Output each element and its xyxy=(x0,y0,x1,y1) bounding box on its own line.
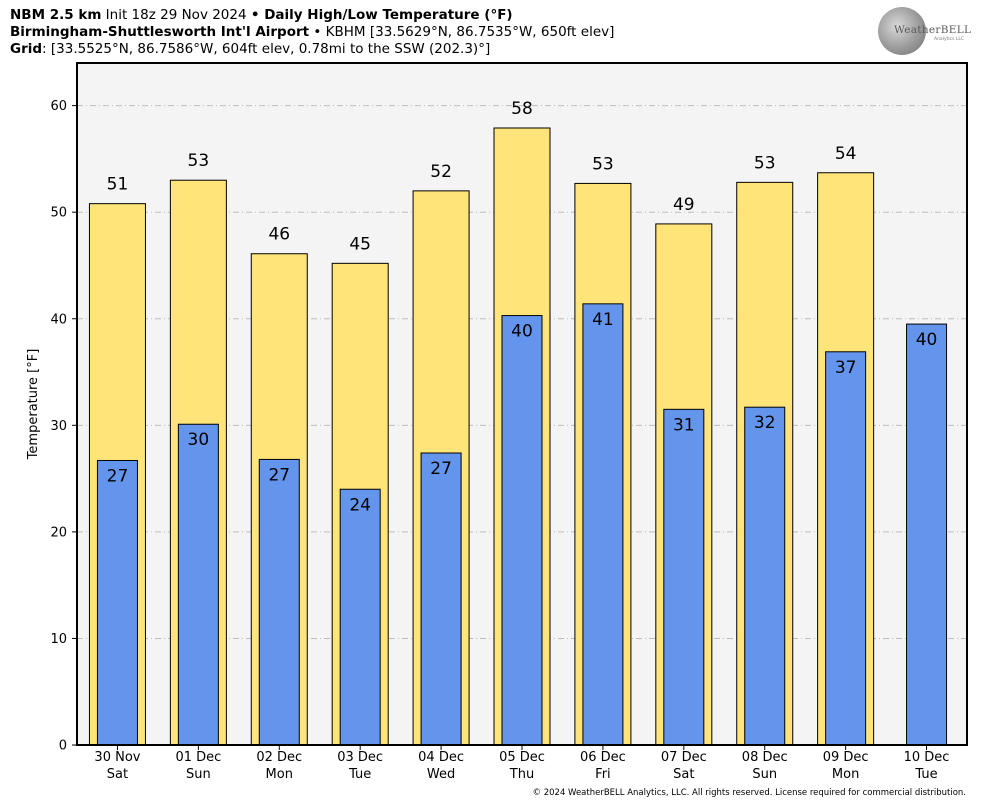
x-tick-day: Tue xyxy=(914,767,937,782)
y-tick-label: 0 xyxy=(59,739,67,754)
x-tick-day: Sun xyxy=(752,767,777,782)
y-tick-label: 50 xyxy=(50,206,67,221)
x-tick-day: Wed xyxy=(427,767,455,782)
low-temp-label: 40 xyxy=(916,330,938,350)
y-tick-label: 40 xyxy=(50,312,67,327)
low-temp-bar xyxy=(96,459,138,746)
y-tick-label: 20 xyxy=(50,525,67,540)
high-temp-label: 52 xyxy=(430,162,452,182)
low-temp-bar xyxy=(339,488,381,746)
low-temp-bar xyxy=(825,351,867,746)
low-temp-bar xyxy=(177,423,219,746)
x-tick-day: Mon xyxy=(266,767,293,782)
low-temp-bar xyxy=(582,303,624,746)
header-line-grid: Grid: [33.5525°N, 86.7586°W, 604ft elev,… xyxy=(10,41,490,58)
x-tick-date: 07 Dec xyxy=(661,750,707,765)
x-tick-date: 05 Dec xyxy=(499,750,545,765)
low-temp-bar xyxy=(744,406,786,746)
x-tick-date: 09 Dec xyxy=(823,750,869,765)
init-time: Init 18z 29 Nov 2024 xyxy=(101,7,251,23)
low-temp-label: 32 xyxy=(754,413,776,433)
x-tick-day: Mon xyxy=(832,767,859,782)
y-tick-label: 30 xyxy=(50,419,67,434)
low-temp-label: 31 xyxy=(673,415,695,435)
x-tick-day: Fri xyxy=(595,767,611,782)
high-temp-label: 49 xyxy=(673,195,695,215)
x-tick-date: 02 Dec xyxy=(256,750,302,765)
x-tick-date: 30 Nov xyxy=(94,750,140,765)
x-tick-date: 01 Dec xyxy=(175,750,221,765)
y-tick-label: 10 xyxy=(50,632,67,647)
x-tick-date: 10 Dec xyxy=(904,750,950,765)
logo-subtext: Analytics LLC xyxy=(934,37,965,42)
model-name: NBM 2.5 km xyxy=(10,7,102,23)
logo-text: WeatherBELL xyxy=(894,24,972,36)
low-temp-label: 40 xyxy=(511,322,533,342)
header-line-station: Birmingham-Shuttlesworth Int'l Airport •… xyxy=(10,24,614,41)
y-tick-label: 60 xyxy=(50,99,67,114)
x-tick-date: 04 Dec xyxy=(418,750,464,765)
high-temp-label: 53 xyxy=(592,154,614,174)
logo-globe-icon xyxy=(878,7,926,55)
station-name: Birmingham-Shuttlesworth Int'l Airport xyxy=(10,24,310,40)
low-temp-bar xyxy=(258,458,300,746)
station-info: KBHM [33.5629°N, 86.7535°W, 650ft elev] xyxy=(325,24,615,40)
x-tick-day: Tue xyxy=(348,767,371,782)
low-temp-label: 37 xyxy=(835,358,857,378)
low-temp-bar xyxy=(906,323,948,746)
low-temp-label: 24 xyxy=(349,495,371,515)
x-tick-day: Sat xyxy=(673,767,694,782)
low-temp-label: 27 xyxy=(430,459,452,479)
header-line-model: NBM 2.5 km Init 18z 29 Nov 2024 • Daily … xyxy=(10,7,513,24)
x-tick-date: 06 Dec xyxy=(580,750,626,765)
low-temp-bar xyxy=(501,315,543,746)
high-temp-label: 58 xyxy=(511,99,533,119)
x-tick-day: Thu xyxy=(509,767,534,782)
low-temp-label: 30 xyxy=(188,430,210,450)
low-temp-label: 41 xyxy=(592,310,614,330)
high-temp-label: 45 xyxy=(349,234,371,254)
high-temp-label: 46 xyxy=(268,225,290,245)
high-temp-label: 53 xyxy=(188,151,210,171)
copyright-notice: © 2024 WeatherBELL Analytics, LLC. All r… xyxy=(532,788,966,798)
separator-dot: • xyxy=(309,24,326,40)
low-temp-bar xyxy=(420,452,462,746)
low-temp-bar xyxy=(663,408,705,746)
product-title: Daily High/Low Temperature (°F) xyxy=(259,7,513,23)
high-temp-label: 51 xyxy=(107,175,129,195)
low-temp-label: 27 xyxy=(107,466,129,486)
grid-label: Grid xyxy=(10,41,43,57)
low-temp-label: 27 xyxy=(268,465,290,485)
x-tick-date: 03 Dec xyxy=(337,750,383,765)
grid-info: : [33.5525°N, 86.7586°W, 604ft elev, 0.7… xyxy=(42,41,491,57)
weatherbell-logo: WeatherBELL Analytics LLC xyxy=(878,7,972,55)
high-temp-label: 53 xyxy=(754,153,776,173)
x-tick-day: Sun xyxy=(186,767,211,782)
x-tick-day: Sat xyxy=(107,767,128,782)
separator-dot: • xyxy=(250,7,260,23)
high-temp-label: 54 xyxy=(835,144,857,164)
y-axis-label: Temperature [°F] xyxy=(26,349,41,461)
x-tick-date: 08 Dec xyxy=(742,750,788,765)
